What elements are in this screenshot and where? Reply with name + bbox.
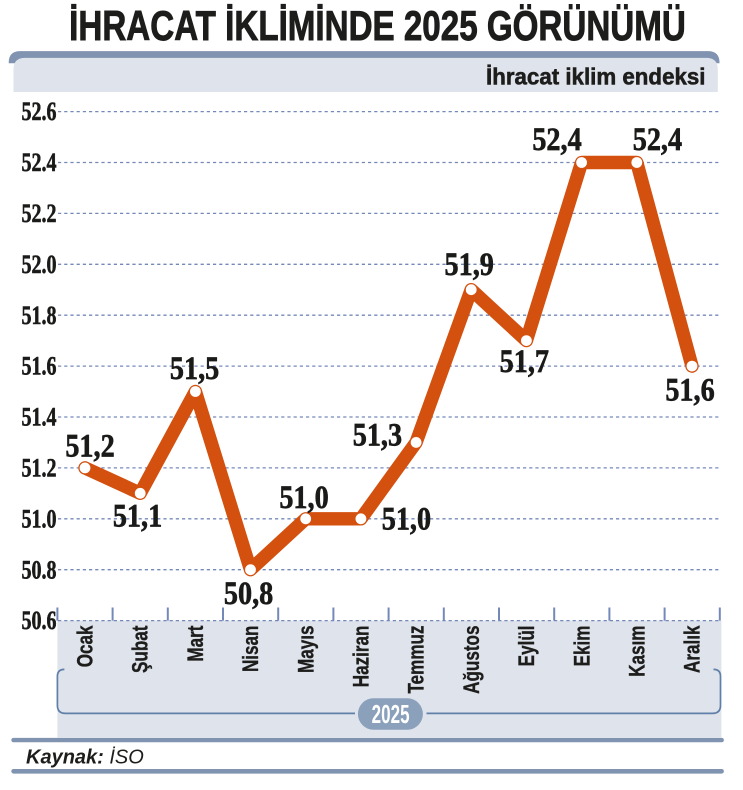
svg-text:51.0: 51.0 <box>21 505 56 534</box>
svg-text:50,8: 50,8 <box>224 575 273 612</box>
svg-text:İHRACAT İKLİMİNDE 2025 GÖRÜNÜM: İHRACAT İKLİMİNDE 2025 GÖRÜNÜMÜ <box>69 3 686 50</box>
svg-text:51.6: 51.6 <box>21 352 56 381</box>
svg-text:50.8: 50.8 <box>21 556 56 585</box>
svg-text:51.4: 51.4 <box>21 403 56 432</box>
svg-text:Kasım: Kasım <box>625 626 650 677</box>
svg-text:52,4: 52,4 <box>532 121 581 158</box>
svg-text:51,1: 51,1 <box>113 497 162 534</box>
svg-text:51,9: 51,9 <box>445 246 494 283</box>
svg-text:Mayıs: Mayıs <box>294 626 319 673</box>
svg-text:Haziran: Haziran <box>349 626 374 688</box>
svg-text:Şubat: Şubat <box>129 625 154 673</box>
svg-text:Nisan: Nisan <box>239 626 264 673</box>
svg-text:2025: 2025 <box>372 699 410 729</box>
svg-text:Ağustos: Ağustos <box>460 626 485 694</box>
svg-text:Temmuz: Temmuz <box>405 625 430 693</box>
svg-text:51.2: 51.2 <box>21 454 56 483</box>
svg-text:Aralık: Aralık <box>681 625 706 673</box>
svg-text:52.0: 52.0 <box>21 250 56 279</box>
svg-text:51.8: 51.8 <box>21 301 56 330</box>
svg-text:51,0: 51,0 <box>279 479 328 516</box>
svg-text:51,3: 51,3 <box>353 416 402 453</box>
svg-text:Kaynak: İSO: Kaynak: İSO <box>26 747 144 769</box>
svg-text:Mart: Mart <box>184 625 209 661</box>
svg-text:İhracat iklim endeksi: İhracat iklim endeksi <box>486 63 706 90</box>
svg-text:Eylül: Eylül <box>515 626 540 667</box>
svg-text:Ekim: Ekim <box>570 626 595 667</box>
svg-text:51,2: 51,2 <box>65 428 114 465</box>
svg-text:52.6: 52.6 <box>21 98 56 127</box>
svg-text:Ocak: Ocak <box>73 625 98 668</box>
svg-text:52.2: 52.2 <box>21 200 56 229</box>
svg-text:52,4: 52,4 <box>633 121 682 158</box>
svg-text:50.6: 50.6 <box>21 607 56 636</box>
svg-text:51,0: 51,0 <box>382 501 431 538</box>
svg-text:51,5: 51,5 <box>170 350 219 387</box>
svg-text:51,6: 51,6 <box>665 372 714 409</box>
svg-text:52.4: 52.4 <box>21 149 56 178</box>
svg-text:51,7: 51,7 <box>500 343 549 380</box>
